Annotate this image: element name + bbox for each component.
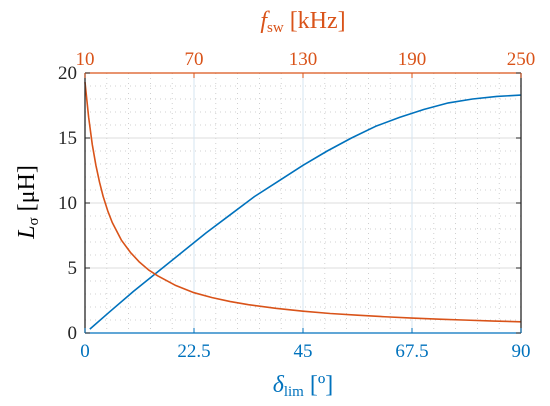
bottom-tick-label: 22.5 — [177, 341, 210, 362]
bottom-axis-title: δlim [º] — [273, 372, 334, 400]
bottom-tick-label: 0 — [80, 341, 90, 362]
y-axis-title-main: L — [14, 225, 40, 239]
bottom-axis-title-unit: [º] — [304, 372, 333, 398]
y-tick-label: 20 — [58, 63, 77, 84]
top-tick-label: 10 — [76, 49, 95, 70]
y-axis-title-sub: σ — [26, 217, 42, 225]
top-tick-label: 70 — [185, 49, 204, 70]
top-tick-label: 250 — [507, 49, 536, 70]
bottom-tick-label: 45 — [294, 341, 313, 362]
bottom-tick-label: 67.5 — [395, 341, 428, 362]
y-tick-label: 5 — [68, 258, 78, 279]
y-tick-label: 15 — [58, 128, 77, 149]
y-tick-label: 10 — [58, 193, 77, 214]
y-tick-label: 0 — [68, 323, 78, 344]
top-tick-label: 190 — [398, 49, 427, 70]
top-axis-title-sub: sw — [267, 20, 284, 36]
series-group — [84, 82, 522, 330]
top-axis-title-main: f — [260, 8, 270, 34]
top-axis-title: fsw [kHz] — [260, 8, 345, 36]
series-line-orange — [84, 82, 522, 323]
grid — [84, 72, 522, 334]
y-axis-title-unit: [μH] — [14, 165, 40, 217]
bottom-axis-title-sub: lim — [284, 384, 304, 400]
top-tick-label: 130 — [289, 49, 318, 70]
y-axis-title: Lσ [μH] — [14, 165, 42, 240]
top-axis-title-unit: [kHz] — [284, 8, 346, 34]
bottom-tick-label: 90 — [512, 341, 531, 362]
tick-labels: 0 5 10 15 20 0 22.5 45 67.5 90 10 70 130 190 250 — [58, 49, 535, 362]
series-line-blue — [89, 94, 522, 330]
bottom-axis-title-main: δ — [273, 372, 285, 398]
axes — [84, 72, 522, 334]
